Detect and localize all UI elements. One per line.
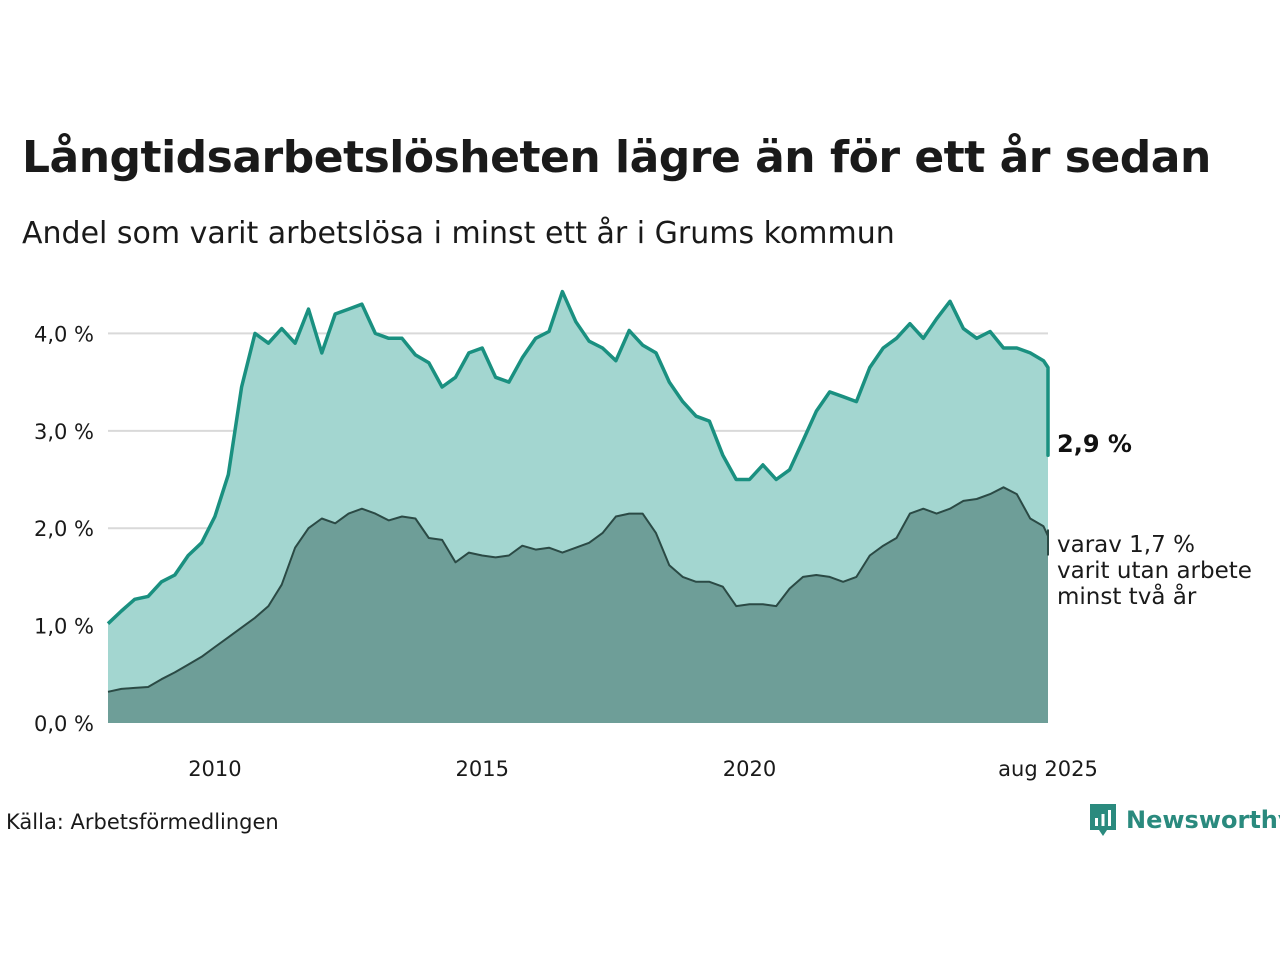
- y-axis-ticks: 0,0 % 1,0 % 2,0 % 3,0 % 4,0 %: [34, 322, 94, 736]
- source-note: Källa: Arbetsförmedlingen: [6, 810, 279, 834]
- sub-label-line-1: varav 1,7 %: [1057, 532, 1195, 558]
- y-tick-label: 1,0 %: [34, 615, 94, 639]
- sub-label-line-2: varit utan arbete: [1057, 558, 1252, 584]
- series-sub-area: [108, 487, 1048, 723]
- x-axis-ticks: 2010 2015 2020 aug 2025: [188, 757, 1098, 781]
- y-tick-label: 0,0 %: [34, 712, 94, 736]
- y-tick-label: 4,0 %: [34, 322, 94, 346]
- series-sub-line: [107, 486, 1049, 693]
- chart-title: Långtidsarbetslösheten lägre än för ett …: [22, 132, 1211, 183]
- y-tick-label: 2,0 %: [34, 517, 94, 541]
- x-tick-label: 2020: [723, 757, 776, 781]
- x-tick-label: aug 2025: [998, 757, 1098, 781]
- series-total-line: [106, 289, 1050, 625]
- newsworthy-logo-text: Newsworthy: [1126, 806, 1280, 834]
- sub-label-line-3: minst två år: [1057, 582, 1197, 610]
- newsworthy-logo[interactable]: Newsworthy: [1088, 802, 1280, 838]
- chart-subtitle: Andel som varit arbetslösa i minst ett å…: [22, 216, 895, 251]
- x-tick-label: 2015: [455, 757, 508, 781]
- newsworthy-logo-icon: [1090, 804, 1116, 836]
- end-value-label: 2,9 %: [1057, 430, 1132, 458]
- x-tick-label: 2010: [188, 757, 241, 781]
- y-tick-label: 3,0 %: [34, 420, 94, 444]
